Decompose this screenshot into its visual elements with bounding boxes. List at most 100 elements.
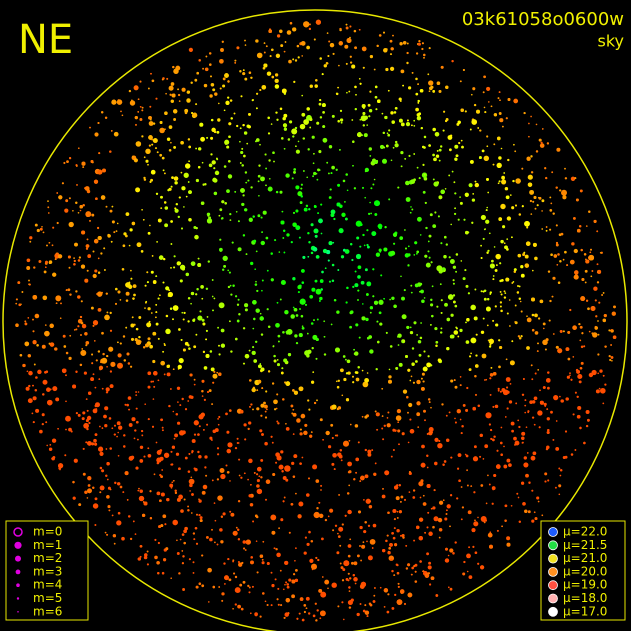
star xyxy=(163,257,166,261)
star xyxy=(367,449,372,454)
star xyxy=(331,437,334,439)
star xyxy=(498,91,501,94)
star xyxy=(558,493,561,496)
star xyxy=(458,141,461,145)
star xyxy=(560,399,564,403)
star xyxy=(497,387,500,390)
star xyxy=(532,451,537,456)
star xyxy=(116,222,119,225)
legend-symbol xyxy=(548,553,558,564)
star xyxy=(471,221,474,224)
star xyxy=(384,115,388,120)
star xyxy=(480,330,485,335)
star xyxy=(29,236,33,240)
star xyxy=(26,370,29,373)
star xyxy=(219,528,223,532)
star xyxy=(475,333,478,336)
star xyxy=(225,464,228,467)
star xyxy=(160,195,163,199)
star xyxy=(201,318,205,322)
star xyxy=(584,281,587,284)
star xyxy=(213,297,216,300)
star xyxy=(345,372,349,375)
star xyxy=(538,138,542,142)
star xyxy=(445,85,449,90)
star xyxy=(355,253,362,260)
star xyxy=(252,99,255,101)
star xyxy=(378,311,382,315)
star xyxy=(256,389,259,391)
star xyxy=(171,176,174,179)
star xyxy=(85,344,88,347)
star xyxy=(158,255,164,260)
star xyxy=(464,453,467,456)
star xyxy=(419,496,422,499)
star xyxy=(421,372,425,376)
star xyxy=(417,99,420,103)
star xyxy=(273,408,277,411)
star xyxy=(109,370,112,373)
legend-symbol xyxy=(13,527,23,537)
star xyxy=(193,383,196,386)
star xyxy=(76,183,78,186)
star xyxy=(408,402,413,408)
star xyxy=(533,396,538,400)
star xyxy=(576,395,579,398)
star xyxy=(345,398,350,402)
star xyxy=(316,609,319,612)
star xyxy=(514,440,520,446)
star xyxy=(338,64,340,67)
star xyxy=(466,386,469,390)
star xyxy=(198,414,204,420)
star xyxy=(508,400,513,404)
star xyxy=(423,297,426,299)
legend-label: μ=19.0 xyxy=(563,578,607,592)
star xyxy=(521,167,524,170)
star xyxy=(347,579,350,582)
star xyxy=(205,287,209,291)
star xyxy=(387,133,390,137)
star xyxy=(210,83,215,87)
star xyxy=(579,339,582,342)
star xyxy=(524,399,527,401)
star xyxy=(500,293,503,296)
star xyxy=(349,577,352,580)
star xyxy=(378,34,382,37)
star xyxy=(206,136,209,139)
star xyxy=(469,128,472,131)
star xyxy=(337,379,340,382)
star xyxy=(387,411,390,414)
star xyxy=(472,406,476,411)
star xyxy=(300,195,303,198)
star xyxy=(123,232,127,236)
star xyxy=(42,231,45,234)
star xyxy=(184,109,187,112)
star xyxy=(147,163,149,166)
star xyxy=(518,337,522,340)
star xyxy=(291,594,296,599)
star xyxy=(282,116,286,121)
star xyxy=(266,562,270,565)
star xyxy=(145,301,147,304)
star xyxy=(169,483,174,488)
star xyxy=(335,434,339,437)
star xyxy=(219,468,225,473)
star xyxy=(462,572,466,576)
star xyxy=(327,515,330,518)
star xyxy=(130,337,135,341)
star xyxy=(499,305,502,308)
star xyxy=(131,221,136,226)
star xyxy=(276,455,282,461)
star xyxy=(179,279,183,283)
star xyxy=(523,251,526,254)
star xyxy=(373,178,376,181)
star xyxy=(419,517,424,522)
star xyxy=(292,277,296,281)
star xyxy=(432,127,436,132)
star xyxy=(427,240,430,243)
star xyxy=(105,292,108,295)
star xyxy=(131,316,134,319)
star xyxy=(275,111,278,114)
star xyxy=(229,480,231,482)
star xyxy=(506,407,509,410)
